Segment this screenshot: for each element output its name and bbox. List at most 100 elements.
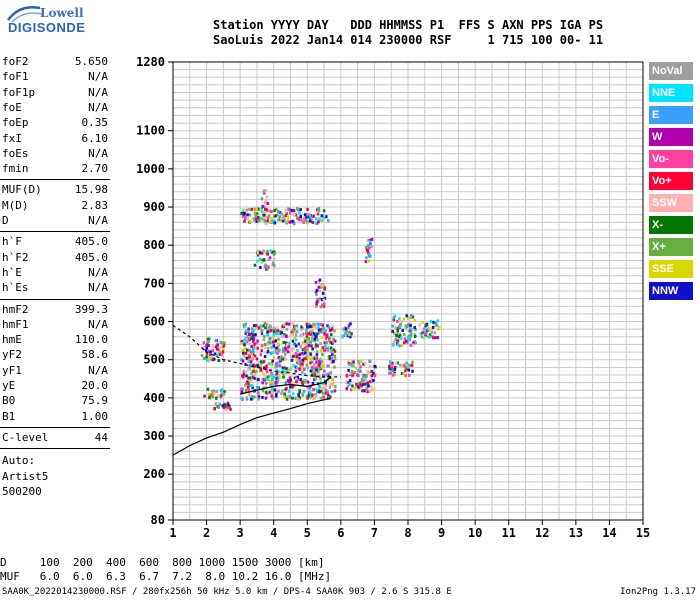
echo-point <box>426 325 430 329</box>
echo-point <box>357 374 360 377</box>
echo-point <box>303 357 306 361</box>
echo-point <box>282 372 285 376</box>
echo-point <box>251 386 254 390</box>
echo-point <box>278 215 281 219</box>
echo-point <box>272 340 275 344</box>
echo-point <box>290 330 294 334</box>
echo-point <box>200 353 204 357</box>
echo-point <box>217 359 220 363</box>
echo-point <box>273 365 277 369</box>
echo-point <box>250 327 254 331</box>
echo-point <box>323 292 327 296</box>
echo-point <box>411 360 414 364</box>
param-value: N/A <box>88 100 108 114</box>
legend-item-nne: NNE <box>649 84 693 102</box>
echo-point <box>424 324 427 328</box>
echo-point <box>273 257 276 261</box>
echo-point <box>207 344 210 347</box>
echo-point <box>277 332 281 336</box>
echo-point <box>366 370 369 374</box>
echo-point <box>319 342 322 345</box>
echo-point <box>318 297 322 301</box>
echo-point <box>253 263 257 267</box>
echo-point <box>410 327 413 331</box>
echo-point <box>310 395 313 399</box>
echo-point <box>311 370 315 374</box>
echo-point <box>247 382 250 386</box>
echo-point <box>351 373 355 377</box>
echo-point <box>431 326 435 330</box>
echo-point <box>330 390 333 394</box>
echo-point <box>357 382 361 385</box>
echo-point <box>306 325 309 329</box>
echo-point <box>301 351 304 355</box>
param-value: 2.83 <box>81 198 109 212</box>
echo-point <box>296 378 299 382</box>
echo-point <box>277 375 280 379</box>
echo-point <box>352 371 355 375</box>
echo-point <box>320 363 324 367</box>
echo-point <box>427 335 431 339</box>
param-value: 15.98 <box>74 183 108 197</box>
echo-point <box>366 238 370 242</box>
echo-point <box>309 324 312 328</box>
echo-point <box>317 209 321 213</box>
echo-point <box>284 352 287 356</box>
echo-point <box>316 212 320 216</box>
echo-point <box>303 213 307 217</box>
echo-point <box>322 325 325 329</box>
echo-point <box>437 327 440 331</box>
echo-point <box>317 328 321 332</box>
echo-point <box>295 344 298 348</box>
echo-point <box>305 335 309 339</box>
echo-point <box>323 341 326 345</box>
echo-point <box>243 218 247 222</box>
echo-point <box>428 333 432 337</box>
echo-point <box>294 369 297 373</box>
echo-point <box>249 376 253 380</box>
echo-point <box>314 355 318 359</box>
echo-point <box>367 259 371 263</box>
echo-point <box>432 336 435 340</box>
logo-line2: DIGISONDE <box>8 20 86 35</box>
echo-point <box>240 396 244 400</box>
echo-point <box>391 365 394 369</box>
echo-point <box>321 346 325 350</box>
param-row-fmin: fmin 2.70 <box>2 162 108 176</box>
echo-point <box>309 361 312 365</box>
echo-point <box>329 346 333 350</box>
echo-point <box>347 333 351 337</box>
echo-point <box>246 367 250 371</box>
echo-point <box>305 339 309 343</box>
echo-point <box>249 350 253 354</box>
echo-point <box>396 339 400 343</box>
echo-point <box>268 256 272 260</box>
echo-point <box>406 341 409 345</box>
echo-point <box>301 393 304 397</box>
echo-point <box>268 379 272 383</box>
echo-point <box>324 381 327 385</box>
echo-point <box>208 337 211 341</box>
param-row-fof1p: foF1p N/A <box>2 86 108 100</box>
echo-point <box>258 249 262 253</box>
echo-point <box>275 368 279 372</box>
echo-point <box>311 347 314 351</box>
echo-point <box>244 370 248 374</box>
echo-point <box>319 305 323 309</box>
echo-point <box>301 362 304 366</box>
trace-lines <box>172 324 341 456</box>
echo-point <box>268 220 272 224</box>
echo-point <box>331 378 334 382</box>
echo-point <box>329 371 332 375</box>
echo-point <box>307 325 310 329</box>
echo-point <box>276 218 280 222</box>
echo-point <box>297 361 300 365</box>
echo-point <box>274 380 277 384</box>
echo-point <box>284 380 288 384</box>
echo-point <box>332 337 335 341</box>
echo-point <box>364 378 368 382</box>
echo-point <box>289 378 292 382</box>
echo-point <box>360 384 363 388</box>
echo-point <box>219 340 222 344</box>
echo-point <box>271 395 275 399</box>
